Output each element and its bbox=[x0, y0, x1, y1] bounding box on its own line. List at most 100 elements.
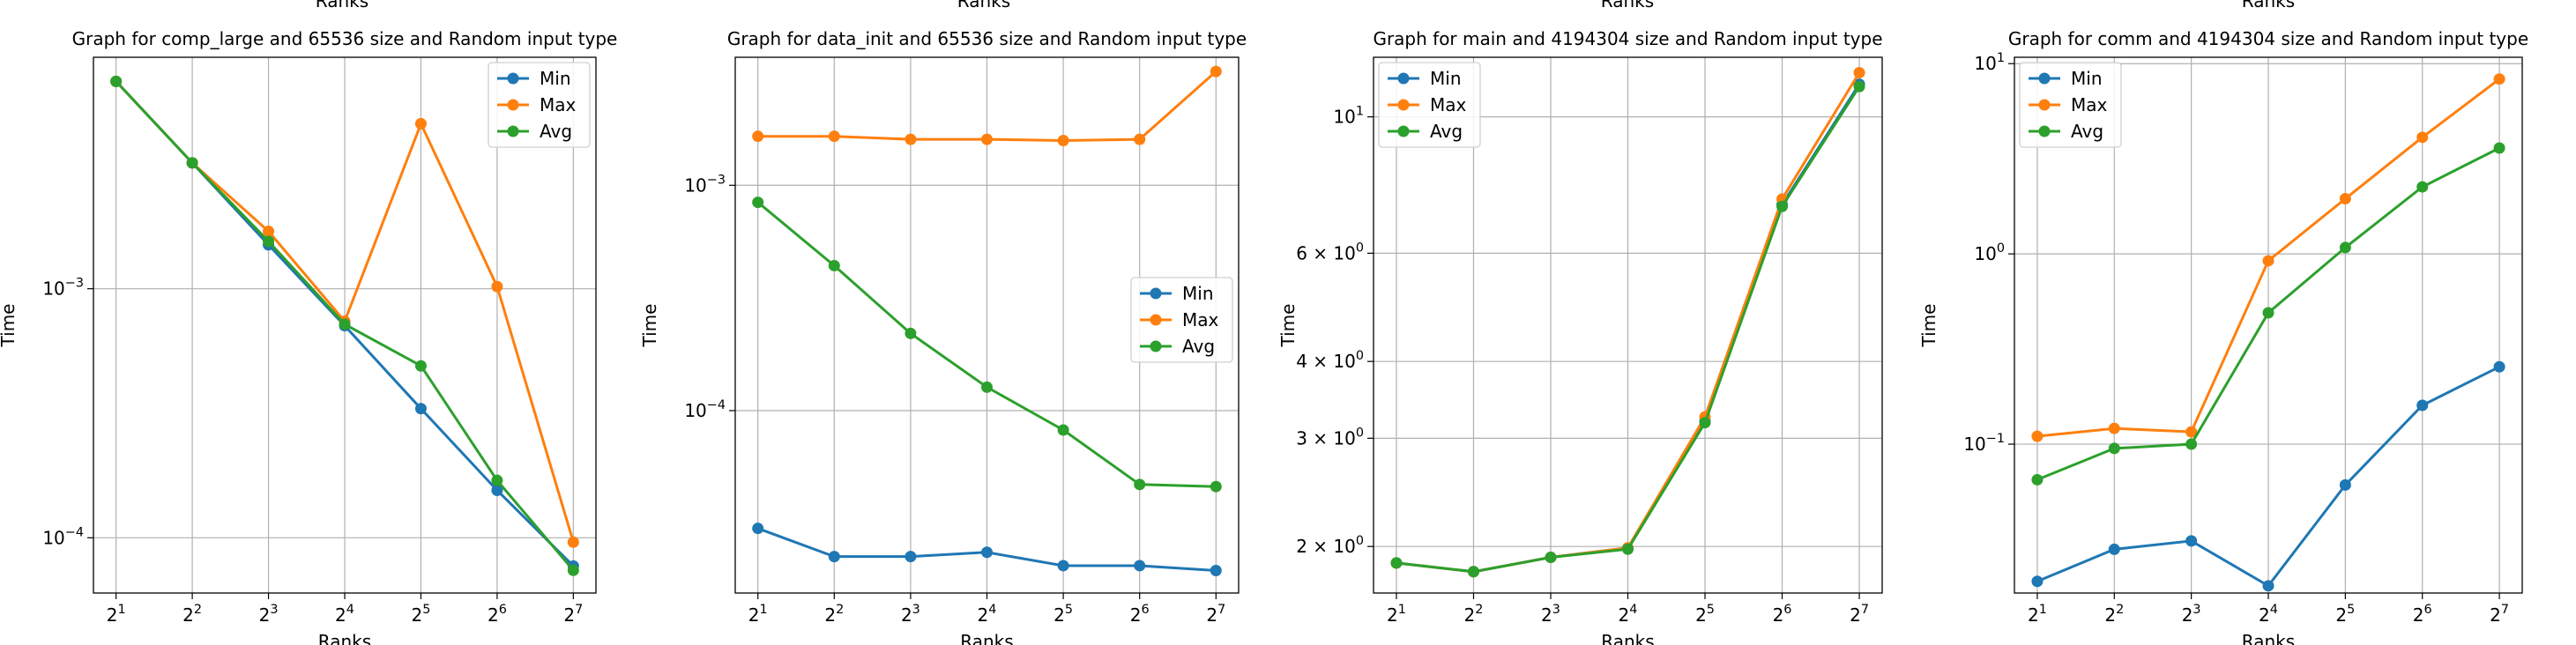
legend: Min Max Avg bbox=[1378, 62, 1481, 148]
data-point-max bbox=[2339, 193, 2351, 205]
y-tick-label: 10−4 bbox=[684, 398, 726, 421]
data-point-avg bbox=[905, 327, 917, 339]
y-tick-label: 10−1 bbox=[1963, 432, 2005, 455]
top-cut-ranks-label: Ranks bbox=[957, 0, 1010, 11]
legend: Min Max Avg bbox=[1130, 277, 1233, 363]
data-point-max bbox=[905, 133, 917, 145]
x-tick-label: 22 bbox=[2104, 603, 2124, 626]
y-axis-label: Time bbox=[0, 304, 19, 348]
data-point-avg bbox=[2416, 181, 2429, 193]
data-point-min bbox=[2339, 478, 2351, 491]
x-tick-label: 26 bbox=[2413, 603, 2432, 626]
data-point-avg bbox=[186, 157, 198, 169]
data-point-avg bbox=[1134, 478, 1146, 491]
y-tick-label: 2 × 100 bbox=[1296, 534, 1364, 557]
legend-marker-avg bbox=[1150, 340, 1162, 352]
data-point-max bbox=[2031, 430, 2044, 442]
data-point-min bbox=[752, 523, 764, 535]
legend-marker-min bbox=[2038, 72, 2051, 85]
data-point-min bbox=[905, 551, 917, 563]
data-point-avg bbox=[2493, 142, 2505, 154]
x-tick-label: 26 bbox=[488, 603, 507, 626]
data-point-max bbox=[2416, 131, 2429, 144]
x-tick-label: 23 bbox=[1541, 603, 1560, 626]
data-point-avg bbox=[1776, 200, 1789, 212]
data-point-avg bbox=[2031, 473, 2044, 486]
y-tick-label: 10−4 bbox=[42, 525, 84, 548]
legend-label-max: Max bbox=[1430, 94, 1467, 115]
x-tick-label: 21 bbox=[2028, 603, 2047, 626]
chart-title: Graph for main and 4194304 size and Rand… bbox=[1373, 28, 1882, 49]
data-point-max bbox=[981, 133, 993, 145]
top-cut-ranks-label: Ranks bbox=[316, 0, 369, 11]
data-point-min bbox=[828, 551, 840, 563]
x-axis-label: Ranks bbox=[960, 631, 1013, 645]
y-tick-label: 3 × 100 bbox=[1296, 426, 1364, 449]
x-tick-label: 22 bbox=[1464, 603, 1484, 626]
data-point-min bbox=[2262, 580, 2274, 592]
plot-frame bbox=[2014, 56, 2523, 594]
data-point-avg bbox=[263, 235, 275, 248]
data-point-max bbox=[491, 280, 503, 293]
x-tick-label: 23 bbox=[2182, 603, 2201, 626]
data-point-max bbox=[414, 117, 427, 130]
legend: Min Max Avg bbox=[2019, 62, 2122, 148]
legend-marker-min bbox=[1397, 72, 1410, 85]
data-point-avg bbox=[1545, 552, 1557, 564]
x-tick-label: 25 bbox=[1053, 603, 1073, 626]
y-axis-label: Time bbox=[1277, 304, 1299, 348]
legend-marker-avg bbox=[507, 125, 519, 137]
x-tick-label: 21 bbox=[748, 603, 768, 626]
x-tick-label: 23 bbox=[901, 603, 920, 626]
y-tick-label: 4 × 100 bbox=[1296, 349, 1364, 372]
data-point-min bbox=[1057, 560, 1069, 572]
x-tick-label: 26 bbox=[1130, 603, 1150, 626]
data-point-min bbox=[2108, 543, 2120, 555]
data-point-avg bbox=[491, 474, 503, 486]
data-point-avg bbox=[1699, 417, 1711, 429]
data-point-avg bbox=[414, 360, 427, 372]
y-axis-label: Time bbox=[639, 304, 660, 348]
data-point-avg bbox=[1210, 480, 1222, 493]
legend-marker-avg bbox=[2038, 125, 2051, 137]
data-point-avg bbox=[339, 318, 351, 330]
data-point-avg bbox=[1467, 566, 1479, 578]
x-tick-label: 27 bbox=[1850, 603, 1869, 626]
y-tick-label: 101 bbox=[1333, 105, 1364, 128]
y-tick-label: 101 bbox=[1974, 51, 2005, 74]
x-tick-label: 27 bbox=[563, 603, 583, 626]
legend: Min Max Avg bbox=[488, 62, 591, 148]
chart-panel-3: Graph for main and 4194304 size and Rand… bbox=[1277, 28, 1883, 645]
legend-marker-max bbox=[2038, 99, 2051, 111]
legend-label-avg: Avg bbox=[1430, 121, 1463, 142]
data-point-avg bbox=[2262, 307, 2274, 319]
data-point-avg bbox=[981, 381, 993, 393]
x-tick-label: 26 bbox=[1773, 603, 1792, 626]
data-point-avg bbox=[828, 259, 840, 271]
data-point-max bbox=[2185, 426, 2198, 438]
x-tick-label: 22 bbox=[824, 603, 844, 626]
data-point-avg bbox=[752, 196, 764, 209]
chart-title: Graph for comm and 4194304 size and Rand… bbox=[2008, 28, 2528, 49]
x-tick-label: 27 bbox=[1206, 603, 1225, 626]
x-tick-label: 24 bbox=[978, 603, 997, 626]
data-point-min bbox=[1134, 560, 1146, 572]
plot-frame bbox=[734, 56, 1240, 594]
x-tick-label: 21 bbox=[107, 603, 126, 626]
legend-label-min: Min bbox=[540, 68, 571, 89]
legend-marker-min bbox=[1150, 287, 1162, 300]
data-point-max bbox=[1134, 133, 1146, 145]
data-point-max bbox=[567, 536, 579, 548]
x-tick-label: 24 bbox=[1619, 603, 1638, 626]
data-point-max bbox=[2493, 73, 2505, 85]
legend-marker-avg bbox=[1397, 125, 1410, 137]
legend-label-avg: Avg bbox=[2071, 121, 2103, 142]
legend-label-max: Max bbox=[2071, 94, 2108, 115]
data-point-min bbox=[981, 546, 993, 559]
data-point-max bbox=[752, 130, 764, 143]
data-point-avg bbox=[2185, 438, 2198, 450]
legend-marker-max bbox=[1150, 314, 1162, 326]
chart-panel-2: Graph for data_init and 65536 size and R… bbox=[639, 28, 1247, 645]
data-point-max bbox=[2108, 422, 2120, 434]
plot-frame bbox=[93, 56, 597, 594]
